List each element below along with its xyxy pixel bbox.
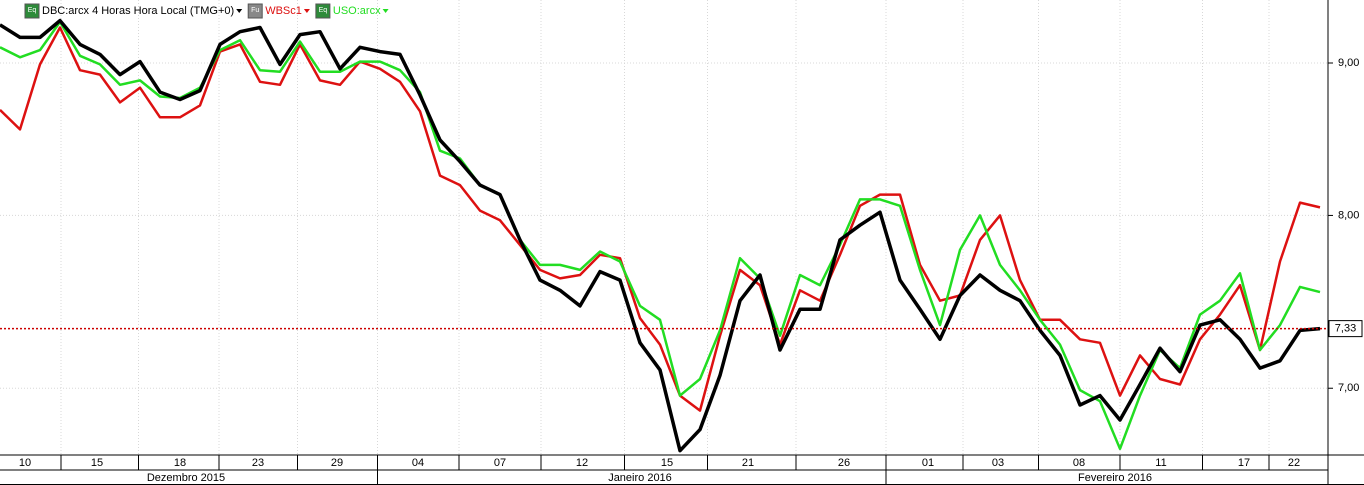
legend-subtitle: 4 Horas Hora Local (TMG+0) — [92, 5, 234, 17]
legend: Eq DBC:arcx 4 Horas Hora Local (TMG+0) Fu WB… — [24, 3, 389, 19]
legend-label: WBSc1 — [265, 5, 302, 17]
x-tick-label: 21 — [742, 457, 754, 469]
x-tick-label: 29 — [331, 457, 343, 469]
series-line — [0, 18, 1321, 453]
month-label: Dezembro 2015 — [147, 472, 225, 484]
month-label: Fevereiro 2016 — [1078, 472, 1152, 484]
x-tick-label: 03 — [992, 457, 1004, 469]
last-price-box — [1328, 320, 1363, 338]
x-tick-label: 18 — [174, 457, 186, 469]
legend-badge: Eq — [28, 7, 37, 14]
y-tick-label: 8,00 — [1338, 209, 1359, 221]
x-tick-label: 10 — [19, 457, 31, 469]
series-line — [0, 20, 1321, 451]
x-tick-label: 12 — [576, 457, 588, 469]
x-tick-label: 22 — [1288, 457, 1300, 469]
legend-icon — [247, 3, 263, 19]
legend-dropdown — [303, 9, 310, 13]
legend-label: USO:arcx — [333, 5, 381, 17]
x-tick-label: 23 — [252, 457, 264, 469]
series-layer — [0, 18, 1328, 453]
legend-dropdown — [382, 9, 389, 13]
month-label: Janeiro 2016 — [608, 472, 672, 484]
legend-badge: Fu — [251, 7, 259, 14]
legend-icon — [24, 3, 40, 19]
legend-dropdown — [236, 9, 243, 13]
x-tick-label: 08 — [1073, 457, 1085, 469]
x-tick-label: 07 — [494, 457, 506, 469]
legend-badge: Eq — [319, 7, 328, 14]
y-tick-label: 7,00 — [1338, 382, 1359, 394]
x-tick-label: 15 — [91, 457, 103, 469]
x-tick-label: 15 — [661, 457, 673, 469]
x-tick-label: 01 — [922, 457, 934, 469]
y-tick-label: 9,00 — [1338, 57, 1359, 69]
legend-label: DBC:arcx — [42, 5, 90, 17]
legend-icon — [315, 3, 331, 19]
x-tick-label: 11 — [1155, 457, 1166, 469]
last-price-label: 7,33 — [1335, 323, 1356, 335]
x-tick-label: 26 — [838, 457, 850, 469]
x-tick-label: 04 — [412, 457, 424, 469]
x-tick-label: 17 — [1238, 457, 1250, 469]
grid-layer — [0, 0, 1328, 455]
